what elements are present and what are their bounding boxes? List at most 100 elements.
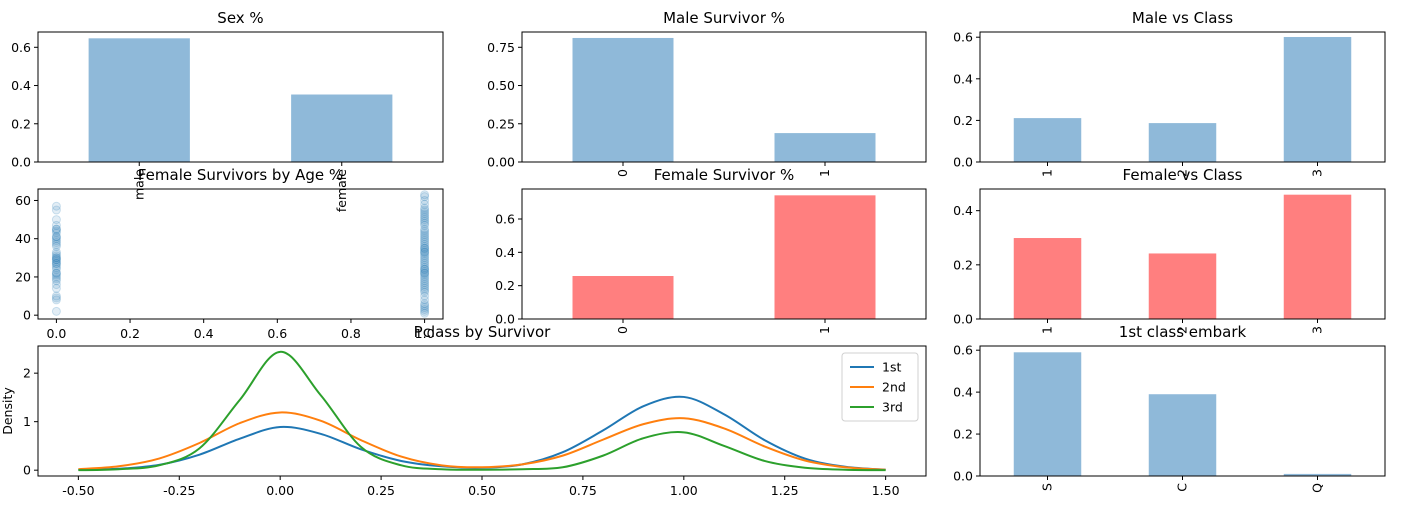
bar-2 <box>1148 123 1217 162</box>
x-tick-label: 1 <box>817 169 832 177</box>
scatter-point <box>420 232 430 242</box>
scatter-point <box>51 238 61 248</box>
scatter-point <box>51 236 61 246</box>
y-tick-label: 0.75 <box>487 40 515 55</box>
scatter-point <box>51 270 61 280</box>
legend-label: 3rd <box>882 400 903 415</box>
axes-frame <box>37 188 444 320</box>
x-tick-label: 0.8 <box>341 326 361 341</box>
x-tick-label: 2 <box>1175 326 1190 334</box>
x-tick-label: 1.0 <box>415 326 435 341</box>
scatter-point <box>51 255 61 265</box>
scatter-point <box>420 287 430 297</box>
scatter-point <box>420 249 430 259</box>
scatter-point <box>420 283 430 293</box>
scatter-point <box>420 230 430 240</box>
y-tick-label: 0.6 <box>953 30 973 45</box>
scatter-point <box>420 217 430 226</box>
scatter-point <box>420 220 430 230</box>
y-tick-label: 0 <box>23 463 31 478</box>
x-tick-label: 0.6 <box>267 326 287 341</box>
scatter-point <box>420 266 430 276</box>
x-tick-label: male <box>131 169 146 200</box>
bar-0 <box>572 276 674 319</box>
scatter-point <box>51 293 61 303</box>
y-tick-label: 0.0 <box>953 155 973 170</box>
scatter-point <box>420 285 430 295</box>
scatter-point <box>420 264 430 274</box>
bar-0 <box>572 37 674 162</box>
scatter-point <box>420 245 430 255</box>
y-tick-label: 0.2 <box>495 278 515 293</box>
scatter-point <box>420 243 430 253</box>
scatter-point <box>51 306 61 316</box>
chart-title: Male Survivor % <box>663 9 785 27</box>
x-tick-label: 1.50 <box>872 483 900 498</box>
x-tick-label: S <box>1040 483 1055 491</box>
scatter-point <box>420 280 430 290</box>
x-tick-label: 0.2 <box>120 326 140 341</box>
scatter-point <box>420 304 430 314</box>
bar-3 <box>1283 36 1352 162</box>
scatter-point <box>420 192 430 202</box>
scatter-point <box>51 226 61 236</box>
y-tick-label: 0.25 <box>487 116 515 131</box>
bar-1 <box>1013 238 1082 319</box>
scatter-point <box>51 268 61 278</box>
scatter-point <box>420 234 430 244</box>
scatter-point <box>420 268 430 278</box>
scatter-point <box>420 238 430 248</box>
scatter-point <box>420 272 430 282</box>
x-tick-label: 2 <box>1175 169 1190 177</box>
scatter-point <box>420 247 430 257</box>
chart-pclass-kde: 012-0.50 -0.25 0.00 0.25 0.50 0.75 1.00 1.25 1.5… <box>0 323 927 498</box>
bar-3 <box>1283 194 1352 319</box>
x-tick-label: 0.4 <box>194 326 214 341</box>
scatter-point <box>51 253 61 263</box>
scatter-point <box>51 205 61 215</box>
bar-female <box>291 94 393 162</box>
y-tick-label: 0.0 <box>953 312 973 327</box>
axes-frame <box>37 345 927 477</box>
scatter-point <box>51 280 61 290</box>
y-tick-label: 0.6 <box>953 343 973 358</box>
scatter-point <box>420 278 430 288</box>
scatter-point <box>420 203 430 213</box>
scatter-point <box>51 228 61 238</box>
chart-first-embark: 0.0 0.2 0.4 0.6 S C Q 1st class embark <box>953 323 1386 493</box>
bar-s <box>1013 352 1082 476</box>
y-tick-label: 0.50 <box>487 78 515 93</box>
bar-male <box>88 38 190 162</box>
scatter-point <box>420 301 430 311</box>
scatter-point <box>51 224 61 234</box>
chart-title: Male vs Class <box>1132 9 1233 27</box>
scatter-point <box>420 247 430 257</box>
scatter-point <box>51 260 61 270</box>
scatter-point <box>420 268 430 278</box>
scatter-point <box>51 201 61 211</box>
scatter-point <box>51 262 61 272</box>
scatter-point <box>51 215 61 225</box>
chart-title: Sex % <box>217 9 263 27</box>
y-tick-label: 0.4 <box>953 385 973 400</box>
scatter-point <box>51 241 61 251</box>
y-tick-label: 60 <box>15 193 31 208</box>
scatter-point <box>51 295 61 305</box>
chart-title: Pclass by Survivor <box>414 323 552 341</box>
chart-female-class: 0.0 0.2 0.4 1 2 3 Female vs Class <box>953 166 1386 334</box>
scatter-point <box>420 207 430 217</box>
y-axis-label: Density <box>0 387 15 435</box>
scatter-point <box>420 195 430 205</box>
chart-title: Female Survivors by Age % <box>138 166 343 184</box>
y-tick-label: 0.0 <box>495 312 515 327</box>
chart-female-surv: 0.0 0.2 0.4 0.6 0 1 Female Survivor % <box>495 166 927 334</box>
axes-frame <box>979 31 1386 163</box>
scatter-point <box>420 241 430 251</box>
scatter-point <box>420 205 430 215</box>
chart-male-surv: 0.00 0.25 0.50 0.75 0 1 Male Survivor % <box>487 9 927 177</box>
scatter-point <box>51 274 61 284</box>
x-tick-label: 0.25 <box>367 483 395 498</box>
y-tick-label: 0.4 <box>953 71 973 86</box>
scatter-point <box>51 255 61 265</box>
scatter-point <box>420 291 430 301</box>
